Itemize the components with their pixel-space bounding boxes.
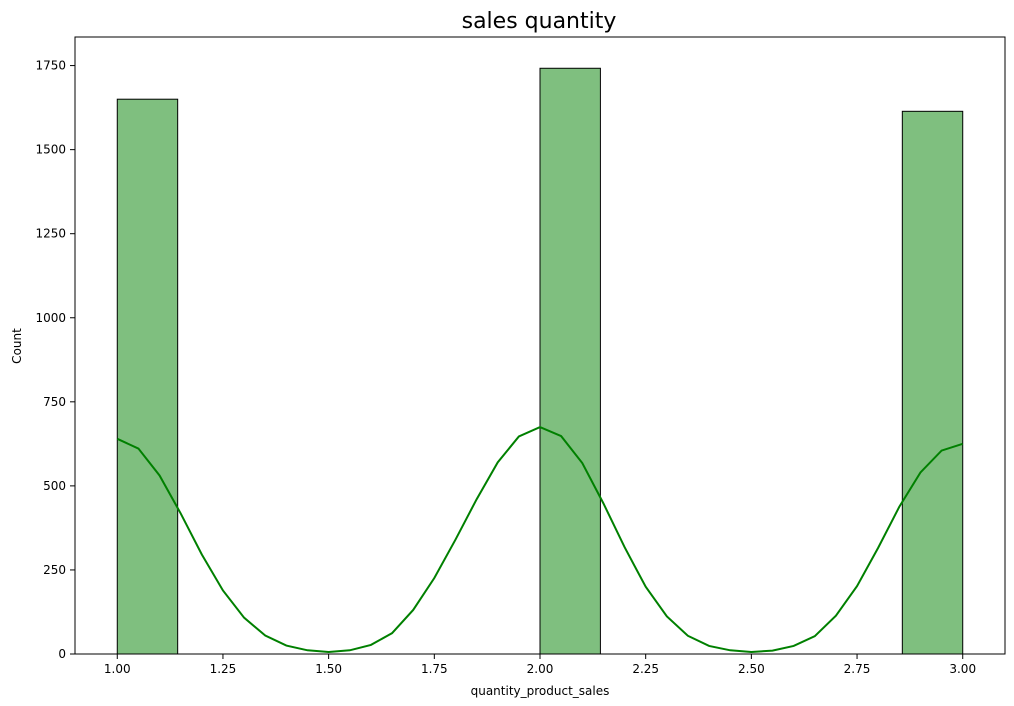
x-tick-label: 2.50 (738, 662, 765, 676)
histogram-bar-1 (116, 98, 179, 655)
y-tick-label: 750 (43, 395, 66, 409)
x-tick-label: 1.25 (210, 662, 237, 676)
x-tick-label: 1.00 (104, 662, 131, 676)
x-tick-label: 2.75 (844, 662, 871, 676)
y-tick-label: 1000 (35, 311, 66, 325)
y-tick-label: 1250 (35, 227, 66, 241)
y-axis-ticks: 0 250 500 750 1000 1250 1500 1750 (35, 59, 75, 661)
x-tick-label: 1.50 (315, 662, 342, 676)
y-tick-label: 250 (43, 563, 66, 577)
chart-title: sales quantity (462, 9, 617, 34)
kde-curve (116, 425, 964, 653)
y-tick-label: 1500 (35, 143, 66, 157)
histogram-bars (116, 67, 964, 655)
y-axis-label: Count (10, 328, 24, 364)
x-axis-label: quantity_product_sales (471, 684, 610, 698)
histogram-bar-2 (539, 67, 601, 655)
y-tick-label: 500 (43, 479, 66, 493)
histogram-bar-3 (901, 110, 964, 655)
y-tick-label: 1750 (35, 59, 66, 73)
x-tick-label: 3.00 (949, 662, 976, 676)
x-tick-label: 1.75 (421, 662, 448, 676)
y-tick-label: 0 (58, 647, 66, 661)
x-tick-label: 2.00 (527, 662, 554, 676)
x-tick-label: 2.25 (632, 662, 659, 676)
x-axis-ticks: 1.00 1.25 1.50 1.75 2.00 2.25 2.50 2.75 3.00 (104, 654, 976, 676)
